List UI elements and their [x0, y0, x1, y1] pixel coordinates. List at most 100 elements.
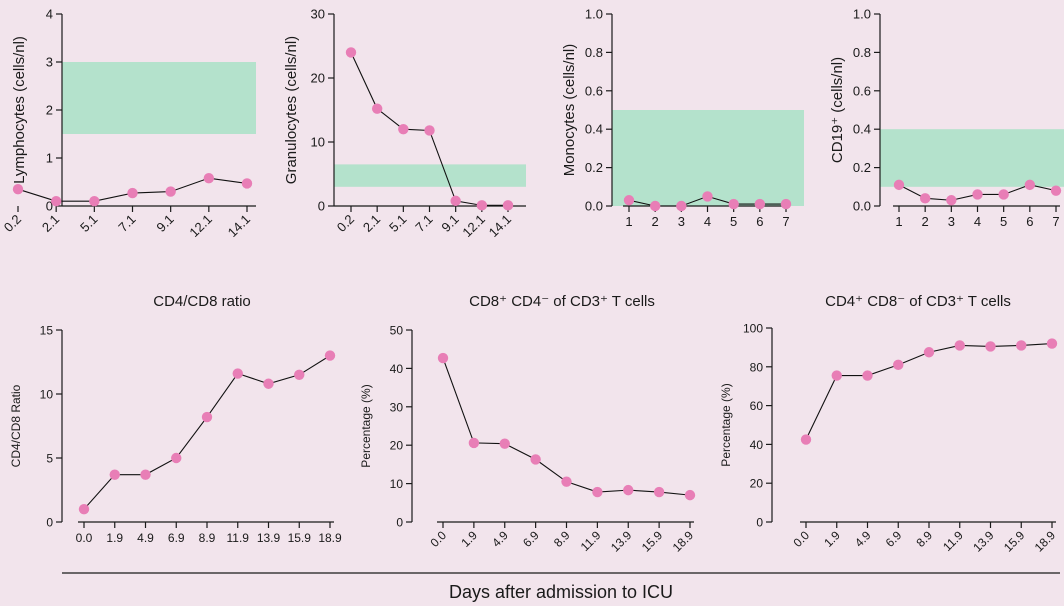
x-tick-label: 4: [974, 214, 981, 229]
data-point: [754, 198, 766, 210]
y-tick-label: 30: [390, 400, 404, 414]
y-tick-label: 30: [311, 7, 325, 22]
data-point: [324, 350, 336, 361]
x-tick-label: 1.9: [458, 528, 480, 550]
data-point: [371, 103, 383, 114]
y-tick-label: 3: [46, 55, 53, 70]
y-tick-label: 0: [46, 199, 53, 214]
data-point: [702, 191, 713, 202]
x-tick-label: 0.0: [76, 531, 93, 545]
y-tick-label: 0.2: [585, 160, 603, 175]
chart-panel-7: 0 20 40 60 80 100 Percentage (%) 0.0 1.9 4.9 6.9 8.…: [719, 293, 1058, 555]
y-tick-label: 100: [743, 322, 763, 336]
y-axis-label: CD19⁺ (cells/nl): [829, 57, 846, 163]
chart-panel-6: 0 10 20 30 40 50 Percentage (%) 0.0 1.9 4.9 6.9 8.9…: [359, 293, 696, 555]
data-point: [728, 198, 739, 210]
y-tick-label: 15: [40, 324, 54, 338]
y-tick-label: 10: [311, 135, 325, 150]
x-tick-label: 7: [1052, 214, 1059, 229]
series-line: [805, 342, 1053, 440]
data-point: [140, 469, 151, 480]
y-tick-label: 40: [390, 362, 404, 376]
x-tick-label: 2: [652, 214, 659, 229]
y-tick-label: 0.8: [853, 45, 871, 60]
y-tick-label: 0.2: [853, 160, 871, 175]
data-point: [972, 189, 983, 200]
data-point: [561, 476, 572, 487]
x-tick-label: 1.9: [106, 531, 123, 545]
x-tick-label: 18.9: [670, 528, 697, 555]
x-tick-label: 11.9: [227, 531, 250, 545]
x-tick-label: 7.1: [115, 212, 138, 235]
x-tick-label: 0.0: [790, 528, 812, 550]
x-tick-label: 1.9: [821, 528, 843, 550]
data-point: [127, 187, 138, 199]
data-point: [1050, 185, 1062, 196]
x-tick-label: 18.9: [1032, 528, 1059, 555]
y-tick-label: 20: [750, 477, 764, 491]
y-tick-label: 80: [750, 360, 764, 374]
x-tick-label: 2.1: [360, 212, 383, 235]
chart-title: CD8⁺ CD4⁻ of CD3⁺ T cells: [469, 293, 655, 310]
data-point: [780, 198, 792, 210]
y-axis-label: Percentage (%): [719, 383, 733, 466]
x-tick-label: 13.9: [257, 531, 281, 545]
data-point: [623, 195, 635, 206]
data-point: [800, 434, 812, 445]
x-tick-label: 6: [756, 214, 763, 229]
data-point: [165, 186, 176, 197]
data-point: [12, 184, 24, 195]
data-point: [476, 200, 488, 211]
shared-x-axis-label: Days after admission to ICU: [449, 582, 673, 602]
x-tick-label: 0.2: [334, 212, 357, 235]
data-point: [923, 347, 935, 358]
data-point: [232, 368, 243, 379]
x-tick-label: 0.0: [427, 528, 449, 550]
y-tick-label: 50: [390, 324, 404, 338]
y-tick-label: 40: [750, 438, 764, 452]
x-tick-label: 11.9: [578, 528, 604, 554]
x-tick-label: 15.9: [639, 528, 666, 555]
data-point: [919, 193, 931, 204]
x-tick-label: 4: [704, 214, 711, 229]
series-line: [442, 357, 691, 496]
x-tick-label: 15.9: [1001, 528, 1028, 555]
data-point: [345, 47, 357, 58]
y-tick-label: 2: [46, 103, 53, 118]
x-tick-label: 8.9: [551, 528, 573, 550]
x-tick-label: 11.9: [940, 528, 966, 554]
x-tick-label: 9.1: [153, 212, 176, 235]
y-tick-label: 0.4: [853, 122, 871, 137]
data-point: [1046, 338, 1058, 349]
data-point: [450, 195, 461, 207]
x-tick-label: 5: [730, 214, 737, 229]
series-line: [83, 355, 331, 510]
y-tick-label: 0: [756, 516, 763, 530]
y-tick-label: 0: [318, 199, 325, 214]
x-tick-label: 4.9: [852, 528, 874, 550]
y-tick-label: 20: [390, 439, 404, 453]
data-point: [893, 359, 904, 371]
x-tick-label: 1: [625, 214, 632, 229]
x-tick-label: 4.9: [137, 531, 154, 545]
chart-panel-1: 0 1 2 3 4 Lymphocytes (cells/nl) 0.2 2.1 5.1 7.1 9…: [1, 7, 256, 240]
x-tick-label: 2.1: [39, 212, 62, 235]
data-point: [946, 195, 957, 206]
x-tick-label: 13.9: [608, 528, 635, 555]
data-point: [203, 172, 215, 184]
x-tick-label: 3: [948, 214, 955, 229]
y-tick-label: 1.0: [585, 7, 603, 22]
chart-panel-2: 0 10 20 30 Granulocytes (cells/nl) 0.2 2.1 5.1 7…: [283, 7, 526, 241]
chart-title: CD4⁺ CD8⁻ of CD3⁺ T cells: [825, 293, 1011, 310]
x-tick-label: 12.1: [459, 212, 488, 241]
x-tick-label: 0.2: [1, 212, 24, 235]
x-tick-label: 18.9: [318, 531, 342, 545]
x-tick-label: 4.9: [489, 528, 511, 550]
chart-panel-5: 0 5 10 15 CD4/CD8 Ratio 0.0 1.9 4.9 6.9 8.9 11.9 13…: [9, 293, 342, 545]
data-point: [263, 378, 274, 389]
x-tick-label: 5.1: [386, 212, 409, 235]
x-tick-label: 15.9: [288, 531, 312, 545]
y-tick-label: 60: [750, 399, 764, 413]
y-tick-label: 0.0: [585, 199, 603, 214]
